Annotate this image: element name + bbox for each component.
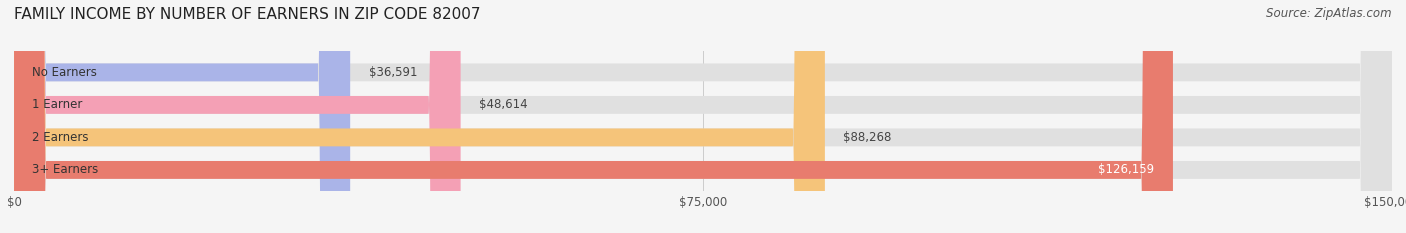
Text: No Earners: No Earners — [32, 66, 97, 79]
FancyBboxPatch shape — [14, 0, 1173, 233]
FancyBboxPatch shape — [14, 0, 1392, 233]
Text: Source: ZipAtlas.com: Source: ZipAtlas.com — [1267, 7, 1392, 20]
Text: 2 Earners: 2 Earners — [32, 131, 89, 144]
Text: 3+ Earners: 3+ Earners — [32, 163, 98, 176]
FancyBboxPatch shape — [14, 0, 825, 233]
Text: $88,268: $88,268 — [844, 131, 891, 144]
Text: 1 Earner: 1 Earner — [32, 98, 83, 111]
FancyBboxPatch shape — [14, 0, 1392, 233]
Text: FAMILY INCOME BY NUMBER OF EARNERS IN ZIP CODE 82007: FAMILY INCOME BY NUMBER OF EARNERS IN ZI… — [14, 7, 481, 22]
FancyBboxPatch shape — [14, 0, 461, 233]
Text: $126,159: $126,159 — [1098, 163, 1154, 176]
FancyBboxPatch shape — [14, 0, 1392, 233]
FancyBboxPatch shape — [14, 0, 1392, 233]
FancyBboxPatch shape — [14, 0, 350, 233]
Text: $48,614: $48,614 — [479, 98, 527, 111]
Text: $36,591: $36,591 — [368, 66, 418, 79]
